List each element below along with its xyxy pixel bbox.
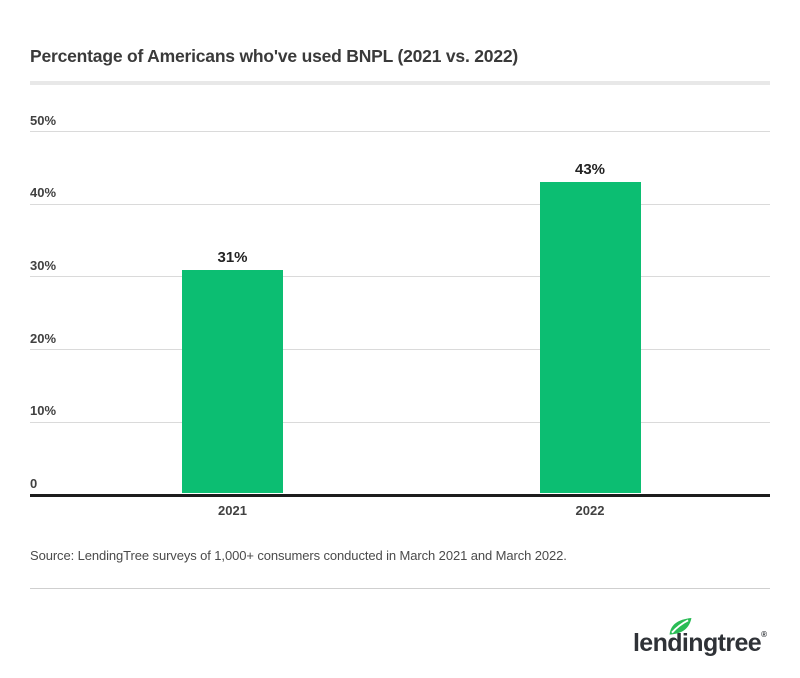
y-tick-label: 20% <box>30 330 57 346</box>
registered-mark: ® <box>761 630 767 639</box>
footer-divider <box>30 588 770 589</box>
y-tick-label: 30% <box>30 257 57 273</box>
y-tick-label: 10% <box>30 403 57 419</box>
x-tick-label: 2022 <box>575 503 605 518</box>
grid-line <box>30 276 770 278</box>
bar-2022 <box>539 182 641 494</box>
grid-line <box>30 203 770 205</box>
grid-line <box>30 349 770 351</box>
y-tick-label: 50% <box>30 112 57 128</box>
grid-line <box>30 131 770 132</box>
bar-value-label: 31% <box>217 248 248 266</box>
x-tick-label: 2021 <box>218 503 247 518</box>
x-axis-line <box>30 493 770 497</box>
bar-value-label: 43% <box>574 161 606 179</box>
grid-line <box>30 421 770 423</box>
source-note: Source: LendingTree surveys of 1,000+ co… <box>30 548 567 563</box>
y-tick-label: 40% <box>30 185 57 201</box>
logo-text: lendingtree <box>632 629 762 657</box>
y-tick-label: 0 <box>30 476 38 491</box>
title-divider <box>30 81 770 85</box>
leaf-icon <box>668 617 693 636</box>
chart-title: Percentage of Americans who've used BNPL… <box>30 46 519 66</box>
lendingtree-logo: lendingtree® <box>632 617 767 659</box>
bar-2021 <box>182 269 283 494</box>
